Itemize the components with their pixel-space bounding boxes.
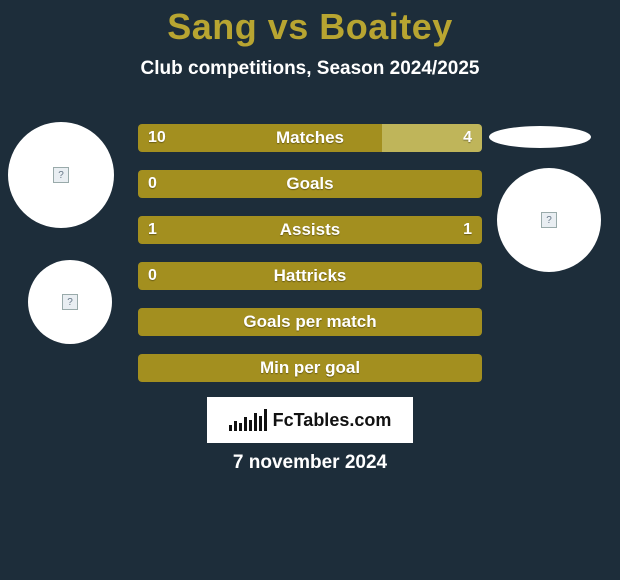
brand-badge: FcTables.com: [207, 397, 413, 443]
content: Sang vs Boaitey Club competitions, Seaso…: [0, 0, 620, 580]
stat-value-left: 0: [148, 262, 157, 290]
stat-row: Hattricks0: [138, 262, 482, 290]
stat-row: Min per goal: [138, 354, 482, 382]
brand-bar: [264, 409, 267, 431]
stats-panel: Matches104Goals0Assists11Hattricks0Goals…: [138, 124, 482, 400]
missing-image-icon: ?: [53, 167, 69, 183]
avatar-left-bottom: ?: [28, 260, 112, 344]
brand-bar: [259, 416, 262, 431]
missing-image-icon: ?: [541, 212, 557, 228]
stat-value-left: 10: [148, 124, 166, 152]
stat-label: Goals per match: [138, 308, 482, 336]
brand-bar: [239, 423, 242, 431]
stat-value-right: 4: [463, 124, 472, 152]
stat-row: Goals0: [138, 170, 482, 198]
brand-bar: [244, 417, 247, 431]
stat-label: Matches: [138, 124, 482, 152]
brand-bar: [254, 413, 257, 431]
missing-image-icon: ?: [62, 294, 78, 310]
stat-label: Assists: [138, 216, 482, 244]
page-title: Sang vs Boaitey: [0, 0, 620, 48]
brand-bar: [234, 421, 237, 431]
brand-text: FcTables.com: [273, 410, 392, 431]
stat-label: Goals: [138, 170, 482, 198]
stat-label: Hattricks: [138, 262, 482, 290]
brand-bar: [249, 420, 252, 431]
stat-row: Goals per match: [138, 308, 482, 336]
stat-value-right: 1: [463, 216, 472, 244]
stat-value-left: 0: [148, 170, 157, 198]
brand-bars-icon: [229, 409, 267, 431]
decor-ellipse: [489, 126, 591, 148]
stat-row: Assists1 1: [138, 216, 482, 244]
stat-row: Matches10 4: [138, 124, 482, 152]
avatar-right: ?: [497, 168, 601, 272]
stat-value-left: 1: [148, 216, 157, 244]
page-subtitle: Club competitions, Season 2024/2025: [0, 58, 620, 80]
avatar-left-top: ?: [8, 122, 114, 228]
date-label: 7 november 2024: [0, 452, 620, 474]
brand-bar: [229, 425, 232, 431]
stat-label: Min per goal: [138, 354, 482, 382]
